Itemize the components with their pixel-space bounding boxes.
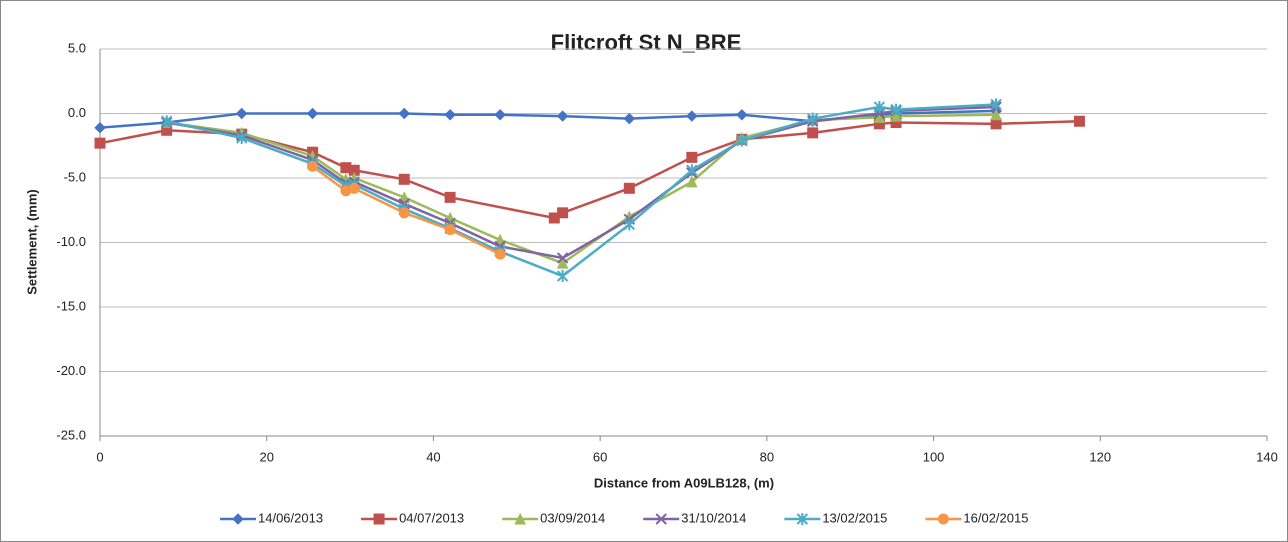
marker [307,160,319,172]
y-tick-label: 0.0 [68,105,86,120]
marker [373,513,385,525]
marker [890,109,902,122]
x-tick-label: 20 [259,449,273,464]
legend-label: 14/06/2013 [258,510,323,525]
marker [623,112,636,125]
legend-item: 16/02/2015 [925,510,1028,525]
marker [94,137,106,149]
marker [736,109,748,121]
marker [348,182,360,194]
x-tick-label: 80 [760,449,774,464]
y-tick-label: -20.0 [56,363,86,378]
marker [1073,115,1085,127]
marker [623,182,635,194]
x-axis-title: Distance from A09LB128, (m) [594,475,774,490]
marker [806,112,819,125]
legend-item: 14/06/2013 [220,510,323,525]
marker [444,109,456,121]
marker [556,270,569,283]
y-tick-label: -25.0 [56,427,86,442]
marker [514,512,526,525]
legend-item: 31/10/2014 [643,510,746,525]
legend-item: 03/09/2014 [502,510,605,525]
series-line [166,105,997,260]
marker [556,110,569,122]
series-line [166,103,997,278]
marker [398,207,410,219]
marker [796,513,809,525]
marker [686,151,698,163]
marker [236,107,248,120]
x-tick-label: 120 [1089,449,1111,464]
marker [444,224,456,236]
x-tick-label: 0 [96,449,103,464]
marker [990,118,1002,130]
marker [557,207,569,219]
x-tick-label: 60 [593,449,607,464]
marker [873,101,886,114]
marker [398,191,411,203]
legend-item: 04/07/2013 [361,510,464,525]
y-axis-title: Settlement, (mm) [24,189,39,294]
marker [807,127,819,139]
y-tick-label: 5.0 [68,40,86,55]
legend-label: 13/02/2015 [822,510,887,525]
marker [736,134,748,147]
y-tick-label: -10.0 [56,234,86,249]
marker [398,107,410,120]
marker [556,257,569,269]
marker [686,175,698,188]
marker [444,191,456,203]
marker [94,121,106,134]
legend-label: 16/02/2015 [963,510,1028,525]
marker [232,513,244,525]
marker [235,132,248,145]
marker [494,248,506,260]
marker [556,252,569,264]
marker [990,108,1002,121]
marker [398,173,410,185]
marker [306,107,319,120]
marker [623,218,636,231]
x-tick-label: 100 [923,449,945,464]
marker [686,110,698,122]
y-tick-label: -15.0 [56,298,86,313]
legend-label: 04/07/2013 [399,510,464,525]
chart-title: Flitcroft St N_BRE [551,30,742,55]
marker [494,109,506,121]
series-line [311,165,501,256]
legend-item: 13/02/2015 [784,510,887,525]
marker [937,513,949,525]
marker [655,513,667,525]
marker [686,164,698,177]
marker [160,115,173,128]
x-tick-label: 140 [1256,449,1278,464]
x-tick-label: 40 [426,449,440,464]
legend-label: 31/10/2014 [681,510,746,525]
legend-label: 03/09/2014 [540,510,605,525]
y-tick-label: -5.0 [64,169,86,184]
marker [990,98,1002,111]
marker [890,103,902,116]
marker [494,233,506,246]
